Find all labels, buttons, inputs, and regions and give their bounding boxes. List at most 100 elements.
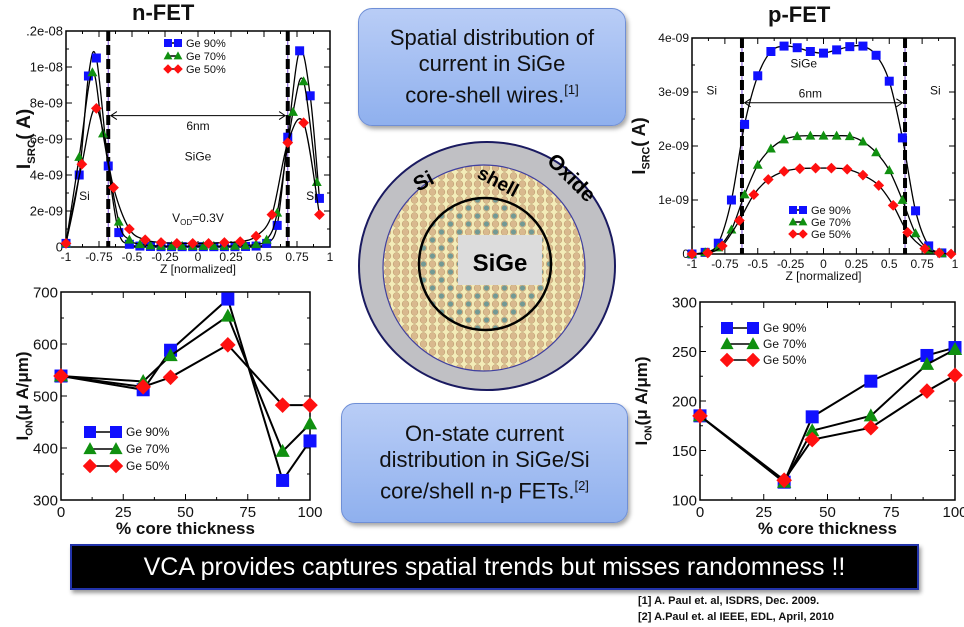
diamond-marker <box>810 162 822 174</box>
y-tick-label: 0 <box>682 247 689 261</box>
nfet-title: n-FET <box>132 0 195 25</box>
square-marker <box>295 46 305 56</box>
triangle-marker <box>145 240 156 250</box>
triangle-marker <box>844 131 855 141</box>
conclusion-banner: VCA provides captures spatial trends but… <box>70 544 919 590</box>
x-tick-label: -0.5 <box>747 257 768 271</box>
legend-label: Ge 90% <box>186 38 226 50</box>
square-marker <box>799 206 807 214</box>
diamond-marker <box>919 243 931 254</box>
y-tick-label: 150 <box>672 443 697 460</box>
x-tick-label: 0 <box>57 504 65 521</box>
x-tick-label: 100 <box>297 504 322 521</box>
diamond-marker <box>203 238 214 249</box>
x-tick-label: 0.75 <box>910 257 934 271</box>
legend-label: Ge 90% <box>811 205 851 217</box>
triangle-marker <box>275 443 290 457</box>
series-line <box>699 348 956 484</box>
triangle-marker <box>726 224 737 234</box>
diamond-marker <box>108 458 124 474</box>
diamond-marker <box>745 352 761 368</box>
y-tick-label: 500 <box>33 388 58 405</box>
x-tick-label: -0.25 <box>151 250 179 264</box>
diamond-marker <box>873 180 885 191</box>
square-marker <box>124 239 134 249</box>
triangle-marker <box>240 240 251 250</box>
diamond-marker <box>778 165 790 177</box>
y-tick-label: 1e-09 <box>658 193 689 207</box>
x-tick-label: 100 <box>942 504 964 521</box>
triangle-marker <box>163 348 178 362</box>
diamond-marker <box>733 215 745 226</box>
square-marker <box>114 228 124 238</box>
pfet-ion-chart: 0 25 50 75 100 100 150 200 250 300 % core thicknes… <box>632 294 964 538</box>
x-axis-label: % core thickness <box>116 519 255 538</box>
triangle-marker <box>251 239 262 249</box>
diamond-marker <box>90 103 102 114</box>
legend: Ge 90%Ge 70%Ge 50% <box>719 321 807 368</box>
diamond-marker <box>60 238 72 249</box>
square-marker <box>740 119 750 129</box>
legend: Ge 90%Ge 70%Ge 50% <box>163 38 226 76</box>
callout-line: On-state current <box>405 421 564 447</box>
triangle-marker <box>163 51 173 60</box>
annotation-label: 6nm <box>799 86 822 100</box>
legend-label: Ge 50% <box>126 459 170 473</box>
square-marker <box>272 220 282 230</box>
diamond-marker <box>902 227 914 238</box>
square-marker <box>845 42 855 52</box>
annotation-label: SiGe <box>185 150 212 164</box>
square-marker <box>819 48 828 58</box>
series-line <box>60 297 311 483</box>
x-tick-label: -1 <box>687 257 698 271</box>
diamond-marker <box>76 158 88 170</box>
triangle-marker <box>74 151 85 161</box>
diamond-marker <box>187 238 199 249</box>
y-tick-label: 600 <box>33 336 58 353</box>
spatial-distribution-callout: Spatial distribution of current in SiGe … <box>358 8 626 126</box>
square-marker <box>303 434 317 448</box>
triangle-marker <box>792 131 803 141</box>
x-tick-label: -1 <box>61 250 72 264</box>
legend: Ge 90%Ge 70%Ge 50% <box>82 425 170 474</box>
y-tick-label: 0 <box>56 240 63 255</box>
triangle-marker <box>779 134 789 144</box>
y-tick-label: 200 <box>672 393 697 410</box>
x-tick-label: 0.25 <box>219 250 243 264</box>
square-marker <box>805 47 815 56</box>
x-tick-label: 0.5 <box>881 257 898 271</box>
x-tick-label: -0.5 <box>122 250 143 264</box>
callout-line: current in SiGe <box>418 51 566 77</box>
y-tick-label: 2e-09 <box>30 204 63 219</box>
diamond-marker <box>274 397 291 413</box>
plot-frame <box>60 291 311 501</box>
square-marker <box>174 39 182 47</box>
x-tick-label: 25 <box>115 504 132 521</box>
triangle-marker <box>177 240 188 250</box>
series-ge50 <box>60 103 325 249</box>
x-tick-label: -0.75 <box>711 257 739 271</box>
y-tick-label: .2e-08 <box>26 24 63 39</box>
x-tick-label: 50 <box>177 504 194 521</box>
arrow-head-right <box>278 111 287 121</box>
square-marker <box>747 322 759 334</box>
triangle-marker <box>83 442 97 455</box>
legend-label: Ge 50% <box>763 353 807 367</box>
triangle-marker <box>220 308 235 322</box>
legend-label: Ge 90% <box>126 425 170 439</box>
reference-1: [1] A. Paul et. al, ISDRS, Dec. 2009. <box>638 595 820 607</box>
triangle-marker <box>919 356 935 370</box>
pfet-current-chart: -1 -0.75 -0.5 -0.25 0 0.25 0.5 0.75 1 0 1e-09 2e-09… <box>629 31 959 283</box>
square-marker <box>753 71 763 81</box>
diamond-marker <box>250 230 262 242</box>
square-marker <box>779 41 789 51</box>
diamond-marker <box>762 174 774 185</box>
legend-label: Ge 70% <box>811 217 851 229</box>
square-marker <box>805 410 819 424</box>
triangle-marker <box>113 216 124 226</box>
square-marker <box>305 91 315 101</box>
legend-label: Ge 50% <box>186 64 226 76</box>
square-marker <box>110 426 122 438</box>
y-tick-label: 4e-09 <box>658 31 689 45</box>
core-label: SiGe <box>473 250 528 277</box>
